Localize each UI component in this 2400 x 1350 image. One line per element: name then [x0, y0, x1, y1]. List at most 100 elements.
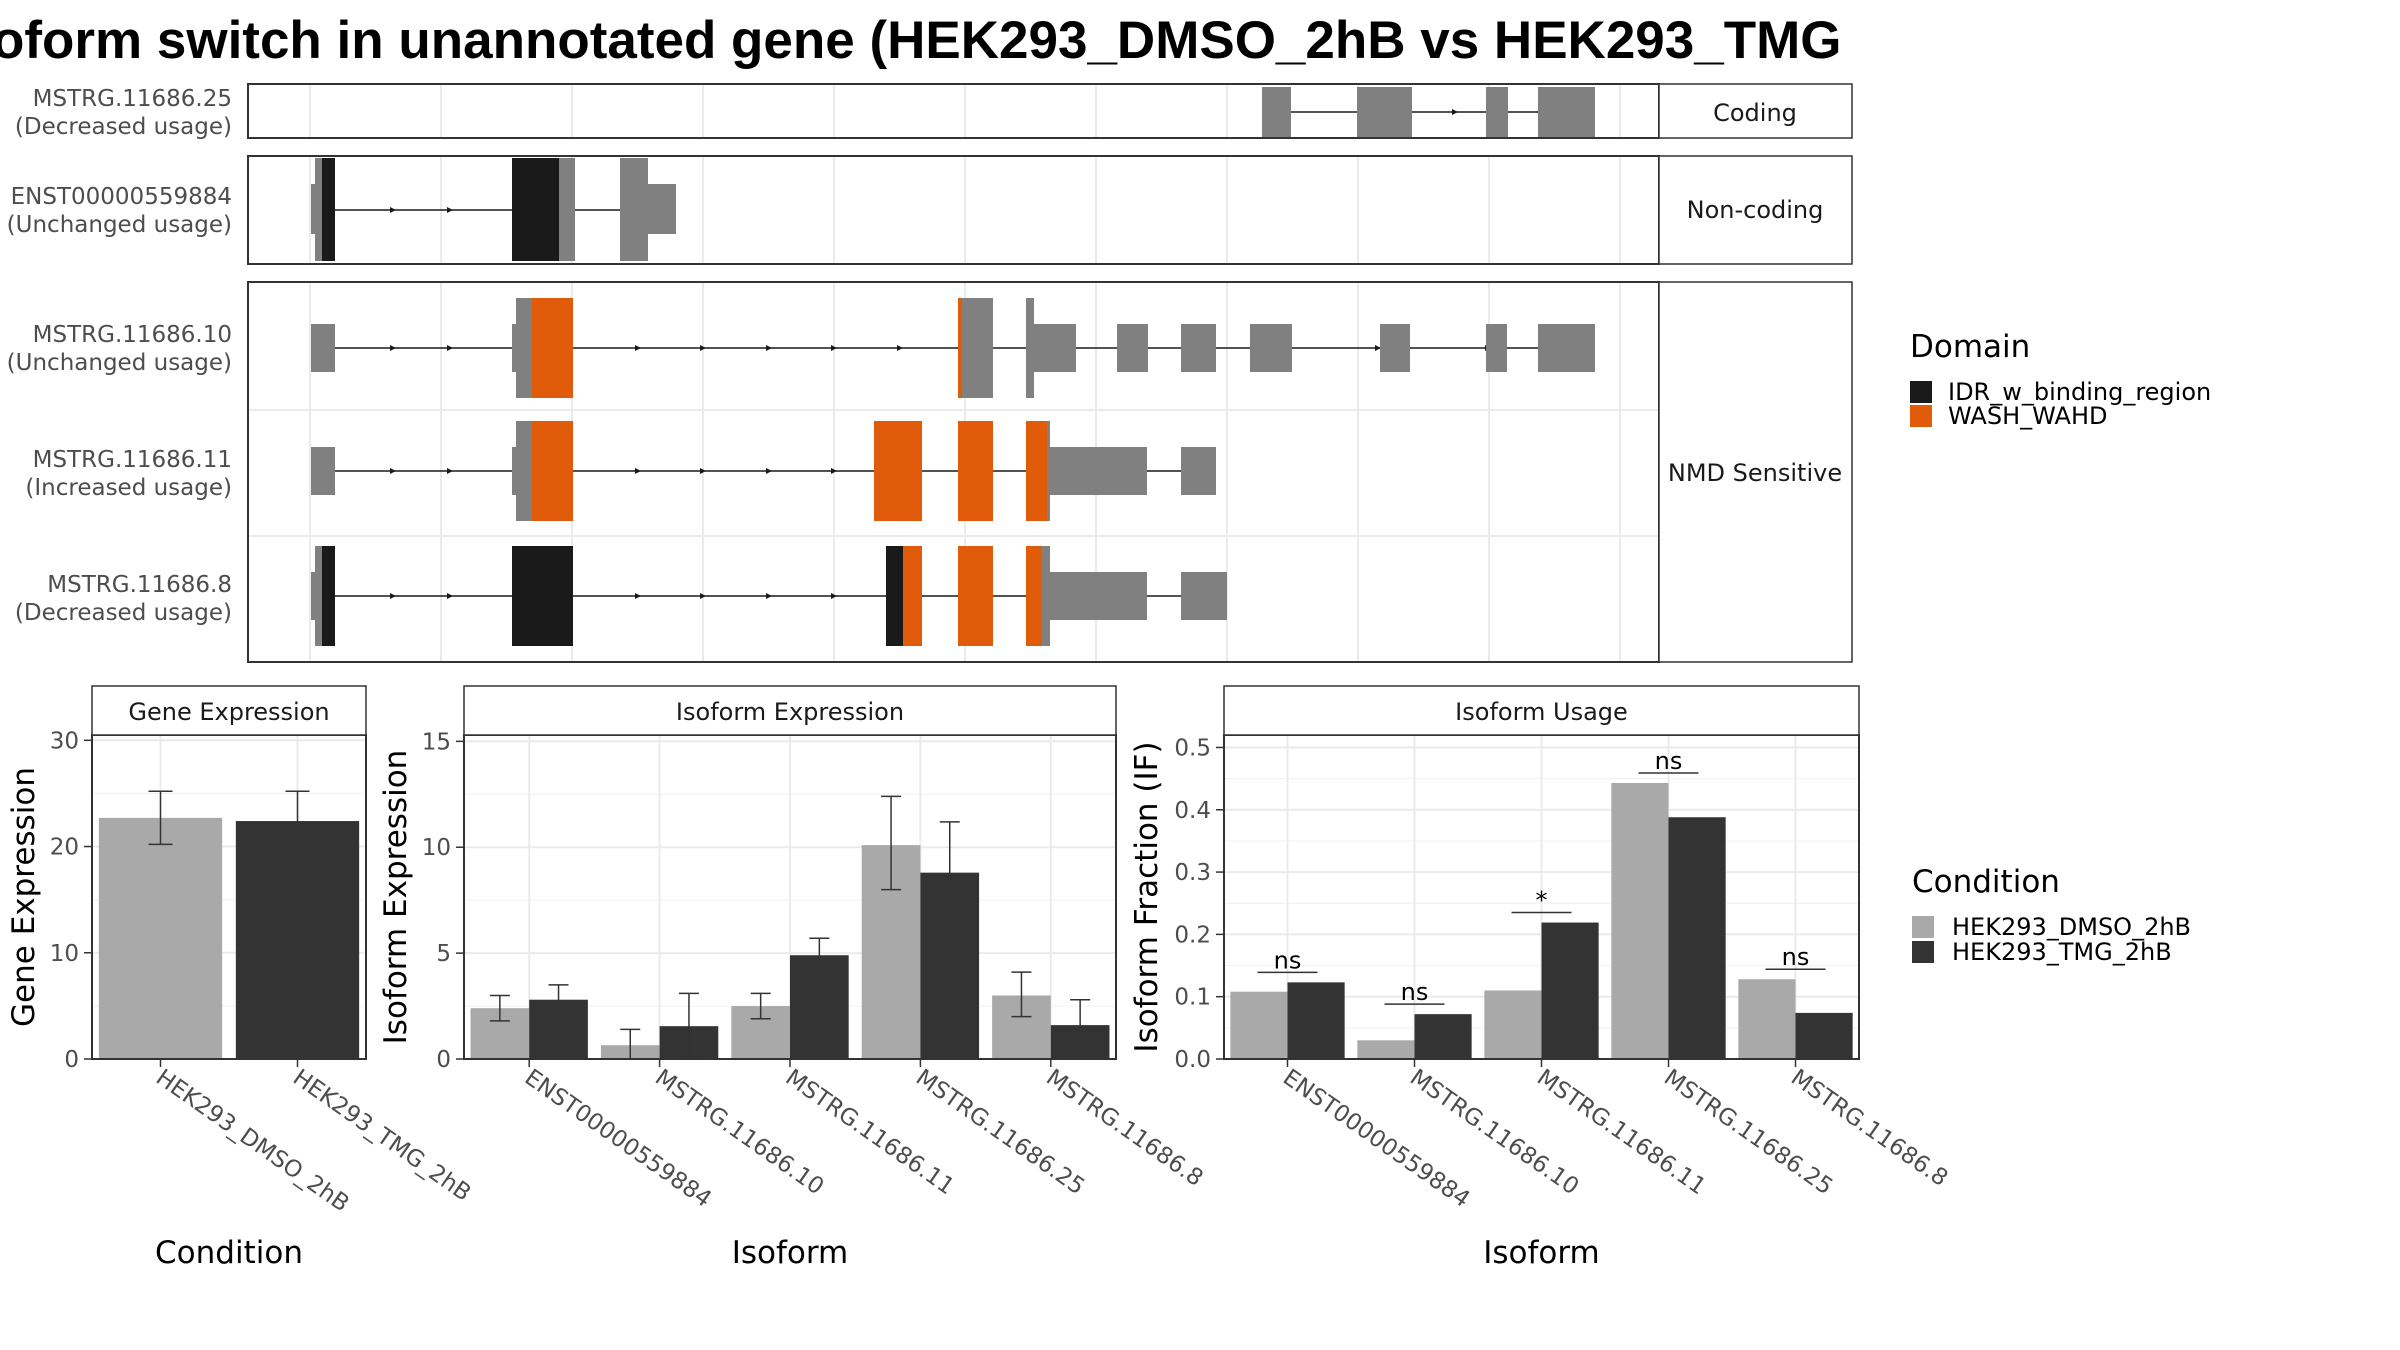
x-axis-title: Isoform [732, 1235, 849, 1271]
y-tick-label: 0.5 [1174, 735, 1211, 761]
figure-title: oform switch in unannotated gene (HEK293… [0, 11, 1842, 70]
y-tick-label: 10 [50, 941, 79, 967]
exon [512, 447, 517, 495]
strip-label-coding: Coding [1713, 99, 1797, 127]
exon [962, 298, 993, 398]
y-tick-label: 0.1 [1174, 985, 1211, 1011]
bar [1795, 1012, 1853, 1059]
y-tick-label: 20 [50, 835, 79, 861]
panel-title: Isoform Expression [676, 698, 904, 726]
idr-domain [322, 158, 335, 261]
wash-domain [1026, 546, 1042, 646]
strip-label-nmd: NMD Sensitive [1668, 459, 1842, 487]
y-tick-label: 0 [436, 1047, 451, 1073]
y-tick-label: 5 [436, 941, 451, 967]
bar-charts: Gene Expression0102030HEK293_DMSO_2hBHEK… [6, 685, 1952, 1271]
idr-domain [322, 546, 335, 646]
condition-legend: Condition HEK293_DMSO_2hB HEK293_TMG_2hB [1912, 864, 2191, 966]
bar [98, 817, 223, 1059]
y-tick-label: 0.0 [1174, 1047, 1211, 1073]
isoform-track-mstrg-11686-11 [311, 421, 1216, 521]
exon [1357, 87, 1412, 137]
exon [311, 572, 317, 620]
exon [1034, 324, 1076, 372]
bar [1357, 1040, 1415, 1059]
condition-legend-title: Condition [1912, 864, 2060, 900]
legend-key-tmg [1912, 941, 1934, 963]
exon [311, 447, 335, 495]
wash-domain [532, 298, 573, 398]
bar [1738, 979, 1796, 1059]
exon [1380, 324, 1410, 372]
strip [1223, 685, 1860, 736]
exon [516, 421, 532, 521]
y-axis-title: Isoform Fraction (IF) [1129, 741, 1165, 1052]
exon [1050, 572, 1147, 620]
structure-panel-coding [247, 83, 1660, 139]
wash-domain [874, 421, 922, 521]
bar [1668, 817, 1726, 1059]
domain-legend: Domain IDR_w_binding_region WASH_WAHD [1910, 329, 2211, 430]
idr-domain [512, 546, 573, 646]
exon [1486, 324, 1507, 372]
legend-key-dmso [1912, 916, 1934, 938]
bar [235, 821, 360, 1059]
strip [91, 685, 367, 736]
isoform-row-label: MSTRG.11686.10 (Unchanged usage) [7, 322, 232, 376]
exon [1538, 324, 1595, 372]
y-axis-title: Gene Expression [6, 767, 42, 1027]
legend-key-wash [1910, 405, 1932, 427]
bar [790, 955, 849, 1059]
legend-label-tmg: HEK293_TMG_2hB [1952, 938, 2172, 966]
strip-coding [1658, 83, 1853, 139]
x-axis-title: Condition [155, 1235, 303, 1271]
exon [620, 158, 648, 261]
isoform-row-label: ENST00000559884 (Unchanged usage) [7, 184, 232, 238]
bar [1484, 990, 1542, 1059]
isoform-track-mstrg-11686-25 [1262, 87, 1595, 137]
chart-2: Isoform Expression051015ENST00000559884M… [378, 685, 1208, 1271]
y-tick-label: 0.4 [1174, 798, 1211, 824]
idr-domain [886, 546, 903, 646]
bar [1414, 1014, 1472, 1059]
strip [463, 685, 1117, 736]
wash-domain [958, 546, 993, 646]
exon [559, 158, 575, 261]
bar [1611, 782, 1669, 1059]
isoform-track-mstrg-11686-8 [311, 546, 1227, 646]
y-axis-title: Isoform Expression [378, 750, 414, 1045]
wash-domain [958, 298, 962, 398]
legend-key-idr [1910, 381, 1932, 403]
idr-domain [512, 158, 559, 261]
exon [1042, 546, 1050, 646]
y-tick-label: 0.2 [1174, 922, 1211, 948]
exon [648, 184, 676, 234]
wash-domain [958, 421, 993, 521]
y-tick-label: 0 [64, 1047, 79, 1073]
panel-title: Gene Expression [128, 698, 329, 726]
wash-domain [532, 421, 573, 521]
legend-label-wash: WASH_WAHD [1948, 402, 2107, 430]
exon [315, 158, 322, 261]
significance-label: ns [1274, 946, 1302, 974]
strip-nmd [1658, 281, 1853, 663]
domain-legend-title: Domain [1910, 329, 2030, 365]
x-axis-title: Isoform [1483, 1235, 1600, 1271]
significance-label: ns [1782, 943, 1810, 971]
exon [516, 298, 532, 398]
wash-domain [903, 546, 922, 646]
isoform-track-enst00000559884 [311, 158, 676, 261]
legend-label-dmso: HEK293_DMSO_2hB [1952, 913, 2191, 941]
exon [1181, 447, 1216, 495]
y-tick-label: 30 [50, 728, 79, 754]
exon [311, 184, 317, 234]
wash-domain [1026, 421, 1047, 521]
exon [1250, 324, 1292, 372]
exon [1181, 572, 1227, 620]
isoform-track-mstrg-11686-10 [311, 298, 1595, 398]
y-tick-label: 0.3 [1174, 860, 1211, 886]
structure-panel-nmd [247, 281, 1660, 663]
chart-1: Gene Expression0102030HEK293_DMSO_2hBHEK… [6, 685, 475, 1271]
significance-label: * [1536, 887, 1548, 915]
